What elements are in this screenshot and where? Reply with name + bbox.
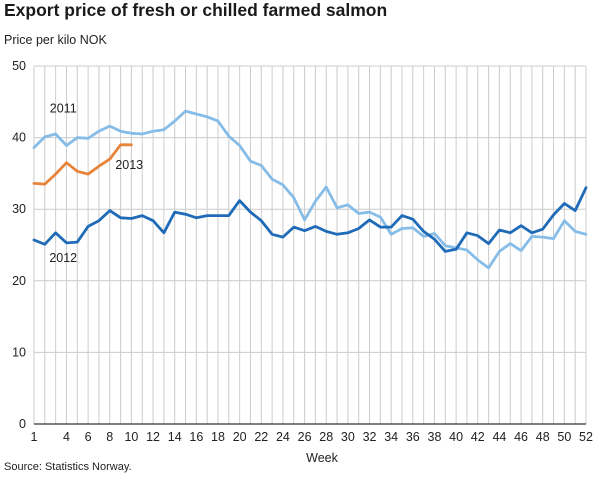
series-label-2011: 2011 [50, 102, 77, 116]
x-tick-label-4: 4 [63, 430, 70, 444]
x-tick-label-6: 6 [85, 430, 92, 444]
series-lines [32, 109, 588, 270]
x-tick-label-30: 30 [341, 430, 355, 444]
y-tick-label-0: 0 [19, 417, 26, 431]
y-tick-label-20: 20 [12, 274, 26, 288]
x-tick-label-26: 26 [298, 430, 312, 444]
series-line-2011 [32, 109, 588, 270]
x-tick-label-50: 50 [557, 430, 571, 444]
x-tick-label-44: 44 [492, 430, 506, 444]
x-tick-label-14: 14 [168, 430, 182, 444]
x-tick-label-52: 52 [579, 430, 593, 444]
y-axis-unit-label: Price per kilo NOK [4, 33, 107, 47]
y-tick-label-10: 10 [12, 345, 26, 359]
x-tick-label-40: 40 [449, 430, 463, 444]
x-tick-label-34: 34 [384, 430, 398, 444]
x-tick-label-1: 1 [31, 430, 38, 444]
x-tick-label-8: 8 [106, 430, 113, 444]
x-tick-label-46: 46 [514, 430, 528, 444]
series-label-2012: 2012 [49, 251, 77, 265]
x-tick-label-28: 28 [319, 430, 333, 444]
series-line-2013 [32, 143, 133, 186]
series-line-2012 [32, 186, 588, 253]
x-axis-title: Week [306, 451, 338, 465]
y-tick-label-40: 40 [12, 131, 26, 145]
series-labels: 2011 2013 2012 [49, 102, 143, 266]
y-tick-label-30: 30 [12, 202, 26, 216]
grid-lines [33, 65, 587, 425]
x-tick-label-22: 22 [254, 430, 268, 444]
x-tick-label-42: 42 [471, 430, 485, 444]
x-tick-label-18: 18 [211, 430, 225, 444]
source-note: Source: Statistics Norway. [4, 461, 132, 473]
x-tick-label-32: 32 [363, 430, 377, 444]
chart-title: Export price of fresh or chilled farmed … [4, 0, 388, 20]
x-tick-label-16: 16 [189, 430, 203, 444]
x-tick-label-20: 20 [233, 430, 247, 444]
x-tick-label-10: 10 [124, 430, 138, 444]
x-tick-label-24: 24 [276, 430, 290, 444]
x-tick-label-48: 48 [536, 430, 550, 444]
x-tick-label-12: 12 [146, 430, 160, 444]
x-tick-label-36: 36 [406, 430, 420, 444]
x-tick-label-38: 38 [428, 430, 442, 444]
series-label-2013: 2013 [115, 158, 143, 172]
y-tick-label-50: 50 [12, 59, 26, 73]
